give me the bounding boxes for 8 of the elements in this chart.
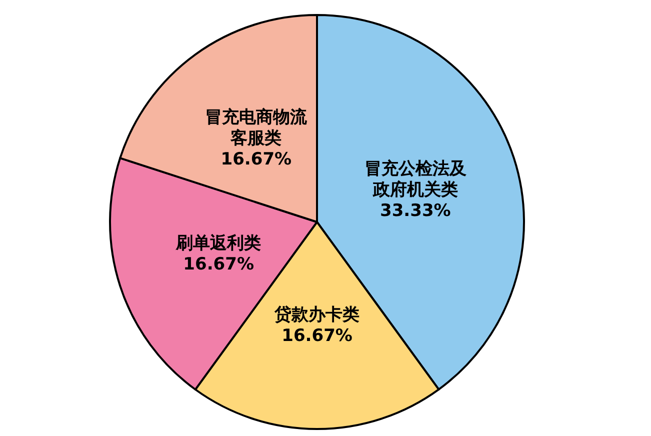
data-label: 16.67%: [220, 149, 292, 170]
data-label: 16.67%: [282, 326, 352, 346]
slice-label: 刷单返利类: [175, 234, 262, 254]
slice-label: 冒充电商物流客服类: [205, 107, 308, 148]
slice-label: 冒充公检法及政府机关类: [364, 158, 468, 200]
data-label: 16.67%: [183, 254, 254, 275]
slice-label: 贷款办卡类: [274, 305, 360, 325]
data-label: 33.33%: [380, 200, 451, 221]
